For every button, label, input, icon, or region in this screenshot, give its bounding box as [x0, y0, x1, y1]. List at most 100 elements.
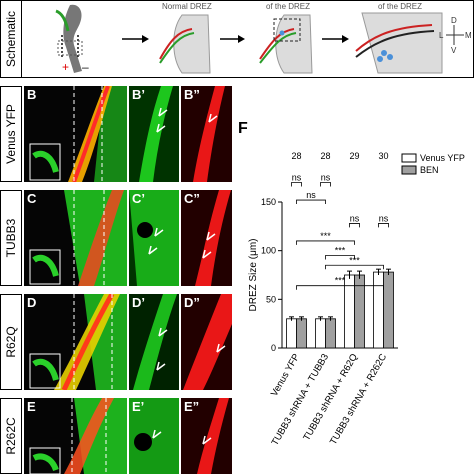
y-tick-label: 50	[266, 294, 276, 304]
y-tick-label: 150	[261, 197, 276, 207]
drez-size-chart: Venus YFP BEN 0 50 100 150 DREZ Size (μm) 28 V…	[248, 151, 465, 448]
significance-bracket	[320, 182, 331, 187]
schematic-panel: + – Normal DREZ of the	[22, 0, 474, 78]
y-tick-label: 0	[271, 343, 276, 353]
arrow-icon	[220, 35, 245, 43]
n-label: 28	[320, 151, 330, 161]
panel-b-double-prime: B”	[181, 86, 232, 182]
panel-e-prime: E’	[129, 398, 179, 474]
significance-label: ***	[320, 231, 331, 241]
micrograph-merge	[24, 86, 127, 182]
arrow-icon	[122, 35, 149, 43]
significance-label: ns	[292, 173, 302, 183]
compass-v: V	[451, 46, 457, 55]
bar	[296, 318, 307, 349]
y-axis-label: DREZ Size (μm)	[248, 239, 259, 312]
significance-label: ***	[335, 246, 346, 256]
panel-label: E’	[132, 399, 145, 414]
panel-d-double-prime: D”	[181, 294, 232, 390]
panel-b: B	[24, 86, 127, 182]
micrograph-red	[181, 294, 232, 390]
cross-section-enlarged	[355, 12, 443, 74]
cross-section-normal	[159, 14, 211, 74]
micrograph-green	[129, 190, 179, 286]
schematic-illustration: + – Normal DREZ of the	[55, 2, 472, 74]
panel-label: D	[27, 295, 37, 310]
panel-label: B	[27, 87, 37, 102]
micrograph-merge	[24, 294, 127, 390]
cross-section-2	[259, 14, 313, 74]
significance-bracket	[296, 285, 384, 290]
compass-icon	[446, 25, 464, 45]
legend: Venus YFP BEN	[401, 153, 465, 175]
micrograph-green	[129, 294, 179, 390]
significance-label: ***	[335, 276, 346, 286]
bar	[373, 271, 384, 349]
significance-label: ns	[350, 213, 360, 223]
schematic-caption-2: of the DREZ	[266, 2, 310, 11]
panel-label: B”	[184, 87, 200, 102]
panel-label: C”	[184, 191, 200, 206]
panel-label: E	[27, 399, 36, 414]
compass-d: D	[451, 16, 457, 25]
panel-d: D	[24, 294, 127, 390]
micrograph-red	[181, 86, 232, 182]
panel-label: C	[27, 191, 37, 206]
significance-bracket	[325, 264, 384, 270]
micrograph-green	[129, 86, 179, 182]
panel-d-prime: D’	[129, 294, 179, 390]
significance-bracket	[291, 182, 302, 187]
n-label: 29	[349, 151, 359, 161]
arrow-icon	[322, 35, 349, 43]
legend-label-ben: BEN	[420, 165, 439, 175]
significance-label: ns	[306, 190, 316, 200]
schematic-row-label: Schematic	[0, 0, 22, 78]
category-label: TUBB3 shRNA + R62Q	[301, 352, 360, 443]
significance-label: ***	[349, 255, 360, 265]
significance-bracket	[296, 240, 355, 245]
bar	[325, 318, 336, 349]
micrograph-green	[129, 398, 179, 474]
panel-e: E	[24, 398, 127, 474]
micrograph-merge	[24, 190, 127, 286]
row-label-tubb3: TUBB3	[0, 190, 22, 286]
panel-label: B’	[132, 87, 145, 102]
panel-label: C’	[132, 191, 145, 206]
n-label: 30	[378, 151, 388, 161]
micrograph-red	[181, 190, 232, 286]
panel-c: C	[24, 190, 127, 286]
micrograph-merge	[24, 398, 127, 474]
significance-label: ns	[321, 173, 331, 183]
bar	[315, 318, 326, 349]
panel-c-prime: C’	[129, 190, 179, 286]
panel-b-prime: B’	[129, 86, 179, 182]
panel-e-double-prime: E”	[181, 398, 232, 474]
embryo-drawing	[55, 4, 83, 73]
category-label: TUBB3 shRNA + R262C	[328, 352, 389, 447]
schematic-caption-3: of the DREZ	[378, 2, 422, 11]
n-label: 28	[291, 151, 301, 161]
panel-label: D’	[132, 295, 145, 310]
legend-swatch-ben	[401, 165, 417, 175]
legend-swatch-venus	[401, 153, 417, 163]
compass-m: M	[465, 31, 472, 40]
panel-label: D”	[184, 295, 200, 310]
schematic-caption-1: Normal DREZ	[162, 2, 212, 11]
legend-label-venus: Venus YFP	[420, 153, 465, 163]
significance-bracket	[296, 199, 326, 205]
bar	[383, 271, 394, 349]
significance-bracket	[378, 223, 389, 228]
cathode-minus: –	[82, 60, 89, 74]
row-label-venus: Venus YFP	[0, 86, 22, 182]
category-label: Venus YFP	[269, 352, 302, 399]
compass-l: L	[439, 31, 444, 40]
bar	[286, 318, 297, 349]
row-label-r62q: R62Q	[0, 294, 22, 390]
panel-label: E”	[184, 399, 200, 414]
micrograph-red	[181, 398, 232, 474]
panel-c-double-prime: C”	[181, 190, 232, 286]
y-tick-label: 100	[261, 246, 276, 256]
row-label-r262c: R262C	[0, 398, 22, 474]
significance-bracket	[349, 223, 360, 228]
significance-label: ns	[379, 213, 389, 223]
